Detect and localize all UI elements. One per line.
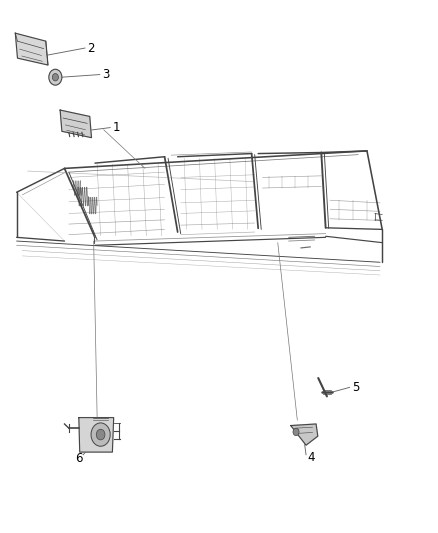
Text: 6: 6 [75, 452, 83, 465]
Text: 2: 2 [87, 42, 94, 54]
Polygon shape [15, 33, 48, 65]
Circle shape [91, 423, 110, 446]
Text: 5: 5 [352, 381, 359, 394]
Polygon shape [60, 110, 92, 138]
Polygon shape [291, 424, 318, 445]
Text: 3: 3 [102, 68, 110, 81]
Circle shape [49, 69, 62, 85]
Polygon shape [79, 418, 114, 452]
Circle shape [96, 429, 105, 440]
Circle shape [293, 428, 299, 435]
Text: 4: 4 [307, 451, 315, 464]
Circle shape [52, 74, 58, 81]
Text: 1: 1 [113, 121, 120, 134]
